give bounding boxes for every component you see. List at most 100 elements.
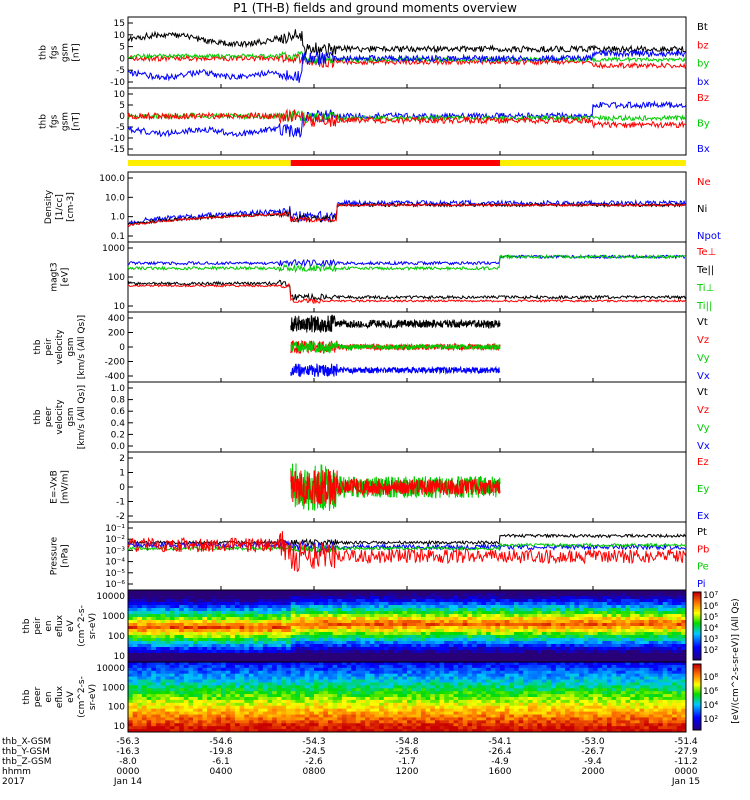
spectrogram-cell: [630, 599, 636, 603]
spectrogram-cell: [137, 720, 143, 724]
spectrogram-cell: [258, 602, 264, 606]
spectrogram-cell: [314, 596, 320, 600]
spectrogram-cell: [574, 632, 580, 636]
spectrogram-cell: [137, 667, 143, 672]
spectrogram-cell: [276, 647, 282, 651]
spectrogram-cell: [221, 635, 227, 639]
spectrogram-cell: [267, 685, 273, 689]
spectrogram-cell: [234, 647, 241, 651]
spectrogram-cell: [681, 635, 687, 639]
spectrogram-cell: [672, 644, 678, 648]
spectrogram-cell: [453, 676, 459, 680]
spectrogram-cell: [160, 726, 166, 730]
spectrogram-cell: [383, 702, 389, 707]
spectrogram-cell: [207, 670, 213, 675]
spectrogram-cell: [393, 620, 399, 624]
spectrogram-cell: [634, 638, 640, 642]
spectrogram-cell: [416, 688, 422, 692]
spectrogram-cell: [393, 623, 399, 627]
spectrogram-cell: [425, 699, 431, 704]
spectrogram-cell: [639, 599, 645, 603]
spectrogram-cell: [444, 729, 450, 733]
spectrogram-cell: [193, 702, 199, 707]
spectrogram-cell: [216, 602, 222, 606]
spectrogram-cell: [411, 705, 417, 710]
spectrogram-cell: [662, 593, 668, 597]
spectrogram-cell: [202, 614, 208, 618]
spectrogram-cell: [179, 699, 185, 704]
spectrogram-cell: [239, 697, 245, 701]
spectrogram-cell: [267, 596, 273, 600]
spectrogram-cell: [379, 726, 385, 730]
spectrogram-cell: [379, 650, 385, 654]
spectrogram-cell: [565, 617, 571, 621]
spectrogram-cell: [467, 599, 473, 603]
spectrogram-cell: [244, 614, 250, 618]
spectrogram-cell: [402, 682, 408, 686]
spectrogram-cell: [174, 590, 180, 594]
spectrogram-cell: [155, 635, 162, 639]
spectrogram-cell: [211, 670, 217, 675]
spectrogram-cell: [462, 726, 468, 730]
spectrogram-cell: [634, 596, 640, 600]
spectrogram-cell: [527, 614, 534, 618]
spectrogram-cell: [467, 662, 473, 666]
spectrogram-cell: [262, 599, 268, 603]
spectrogram-cell: [276, 641, 282, 645]
spectrogram-cell: [453, 717, 459, 721]
spectrogram-cell: [244, 691, 250, 695]
spectrogram-cell: [430, 602, 436, 606]
spectrogram-cell: [402, 694, 408, 698]
spectrogram-cell: [337, 676, 343, 680]
spectrogram-cell: [179, 656, 185, 660]
spectrogram-cell: [230, 705, 236, 710]
y-axis-label: sr-eV): [88, 613, 98, 639]
spectrogram-cell: [411, 673, 417, 678]
spectrogram-cell: [467, 711, 473, 715]
spectrogram-cell: [128, 614, 134, 618]
spectrogram-cell: [351, 688, 357, 692]
spectrogram-cell: [467, 714, 473, 718]
spectrogram-cell: [374, 638, 380, 642]
spectrogram-cell: [574, 650, 580, 654]
spectrogram-cell: [616, 602, 622, 606]
spectrogram-cell: [481, 602, 487, 606]
spectrogram-cell: [128, 714, 134, 718]
spectrogram-cell: [179, 694, 185, 698]
spectrogram-cell: [230, 691, 236, 695]
spectrogram-cell: [588, 653, 594, 657]
spectrogram-cell: [420, 720, 427, 724]
spectrogram-cell: [360, 599, 366, 603]
spectrogram-cell: [509, 626, 515, 630]
spectrogram-cell: [258, 608, 264, 612]
spectrogram-cell: [420, 659, 427, 663]
spectrogram-cell: [430, 708, 436, 713]
spectrogram-cell: [495, 644, 501, 648]
spectrogram-cell: [327, 697, 334, 701]
spectrogram-cell: [462, 685, 468, 689]
spectrogram-cell: [248, 614, 255, 618]
spectrogram-cell: [188, 729, 194, 733]
spectrogram-cell: [188, 679, 194, 683]
spectrogram-cell: [234, 623, 241, 627]
spectrogram-cell: [532, 593, 538, 597]
spectrogram-cell: [314, 664, 320, 669]
spectrogram-cell: [383, 676, 389, 680]
spectrogram-cell: [546, 638, 552, 642]
spectrogram-cell: [672, 641, 678, 645]
legend-entry: Vt: [697, 317, 708, 328]
spectrogram-cell: [341, 694, 348, 698]
spectrogram-cell: [444, 623, 450, 627]
spectrogram-cell: [207, 644, 213, 648]
spectrogram-cell: [532, 608, 538, 612]
spectrogram-cell: [160, 673, 166, 678]
spectrogram-cell: [672, 626, 678, 630]
spectrogram-cell: [676, 635, 682, 639]
spectrogram-cell: [365, 673, 371, 678]
spectrogram-cell: [434, 602, 441, 606]
spectrogram-cell: [420, 602, 427, 606]
spectrogram-cell: [230, 729, 236, 733]
spectrogram-cell: [225, 593, 231, 597]
spectrogram-cell: [281, 593, 287, 597]
spectrogram-cell: [355, 726, 361, 730]
